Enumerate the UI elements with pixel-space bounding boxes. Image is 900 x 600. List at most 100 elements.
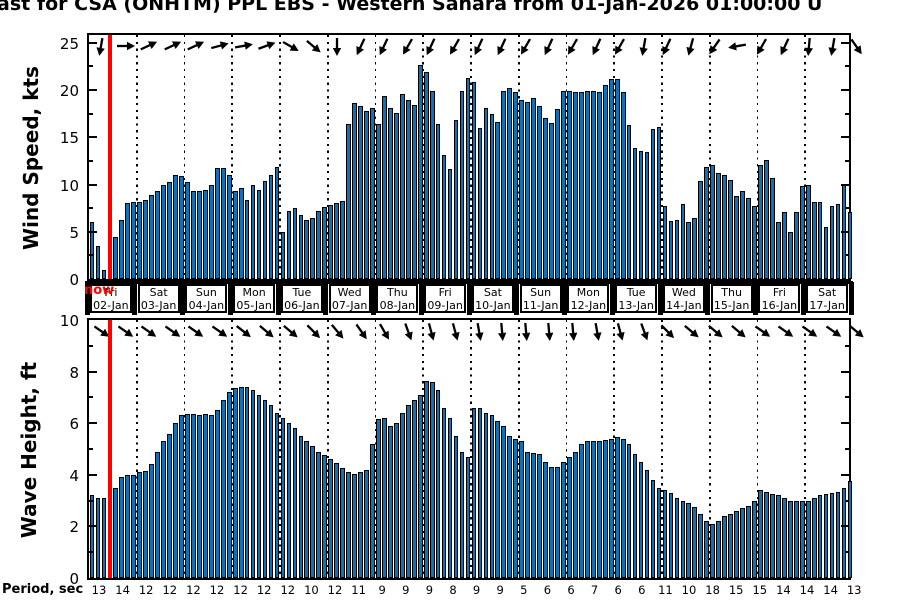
day-gridline	[470, 320, 472, 578]
day-separator-tick	[657, 282, 663, 315]
y-tick-mark	[845, 551, 849, 554]
period-value: 6	[543, 583, 552, 597]
day-weekday: Sat	[483, 286, 502, 299]
bar-wind-speed	[137, 201, 143, 279]
bar-wave-height	[626, 443, 632, 578]
bar-wind-speed	[823, 227, 829, 279]
direction-arrow-icon	[227, 316, 258, 347]
y-tick-mark	[89, 136, 97, 139]
day-weekday: Sat	[818, 286, 837, 299]
bar-wind-speed	[674, 219, 680, 279]
bar-wind-speed	[847, 211, 853, 279]
wind-y-tick-label: 5	[69, 223, 79, 242]
y-tick-mark	[841, 525, 849, 528]
bar-wave-height	[364, 469, 369, 578]
direction-arrow-icon	[275, 31, 305, 61]
direction-arrow-icon	[417, 31, 446, 60]
period-value: 14	[115, 583, 130, 597]
day-weekday: Thu	[721, 286, 742, 299]
direction-arrow-icon	[466, 318, 491, 343]
bar-wind-speed	[316, 211, 322, 279]
bar-wave-height	[561, 461, 566, 578]
bar-wind-speed	[829, 206, 835, 279]
bar-wave-height	[382, 418, 387, 578]
bar-wave-height	[191, 414, 196, 578]
bar-wave-height	[668, 492, 674, 578]
direction-arrow-icon	[607, 318, 634, 345]
bar-wave-height	[650, 479, 656, 578]
bar-wind-speed	[626, 125, 632, 279]
bar-wave-height	[155, 451, 160, 578]
direction-arrow-icon	[841, 31, 872, 62]
bar-wave-height	[280, 418, 286, 578]
direction-arrow-icon	[346, 31, 375, 60]
bar-wind-speed	[573, 91, 578, 279]
bar-wave-height	[835, 491, 841, 578]
bar-wind-speed	[232, 191, 238, 279]
day-date: 09-Jan	[427, 298, 463, 312]
bar-wind-speed	[119, 219, 125, 279]
day-separator-tick	[180, 282, 185, 315]
bar-wave-height	[811, 498, 817, 578]
direction-arrow-icon	[820, 33, 845, 58]
bar-wind-speed	[477, 127, 483, 279]
day-label: Mon 05-Jan	[233, 284, 276, 313]
bar-wave-height	[232, 388, 238, 578]
bar-wind-speed	[256, 190, 262, 279]
day-weekday: Sun	[195, 286, 217, 299]
bar-wind-speed	[376, 124, 381, 279]
day-date: 10-Jan	[475, 298, 511, 312]
day-gridline	[661, 35, 663, 279]
bar-wave-height	[710, 523, 716, 578]
bar-wave-height	[370, 443, 375, 578]
bar-wave-height	[388, 425, 393, 578]
period-value: 18	[705, 583, 720, 597]
bar-wave-height	[441, 407, 447, 578]
period-value: 10	[681, 583, 697, 597]
bar-wave-height	[238, 387, 244, 578]
day-date: 16-Jan	[761, 298, 798, 312]
bar-wind-speed	[155, 191, 160, 279]
bar-wind-speed	[620, 91, 626, 279]
day-gridline	[422, 35, 425, 279]
wave-y-tick-label: 6	[69, 415, 79, 434]
bar-wave-height	[322, 455, 328, 578]
direction-arrow-icon	[817, 316, 848, 347]
bar-wave-height	[525, 451, 530, 578]
direction-arrow-icon	[133, 316, 164, 347]
day-gridline	[231, 35, 234, 279]
bar-wind-speed	[549, 123, 554, 279]
bar-wind-speed	[346, 124, 351, 279]
bar-wind-speed	[113, 236, 119, 279]
period-value: 13	[91, 583, 107, 597]
bar-wave-height	[507, 436, 513, 578]
y-tick-mark	[841, 422, 849, 425]
direction-arrow-icon	[653, 31, 682, 60]
bar-wave-height	[131, 474, 137, 578]
bar-wave-height	[573, 451, 578, 578]
direction-arrow-icon	[488, 31, 517, 60]
bar-wind-speed	[203, 190, 208, 279]
bar-wave-height	[483, 412, 489, 578]
day-gridline	[613, 320, 616, 578]
bar-wind-speed	[525, 102, 530, 279]
direction-arrow-icon	[582, 31, 611, 60]
direction-arrow-icon	[134, 31, 163, 60]
bar-wave-height	[149, 464, 154, 578]
bar-wind-speed	[161, 184, 166, 279]
bar-wind-speed	[304, 219, 310, 279]
direction-arrow-icon	[561, 319, 585, 343]
bar-wind-speed	[561, 91, 566, 279]
direction-arrow-icon	[109, 316, 140, 347]
direction-arrow-icon	[699, 316, 730, 347]
bar-wave-height	[758, 490, 763, 578]
bar-wave-height	[555, 467, 560, 578]
bar-wave-height	[722, 516, 727, 578]
bar-wind-speed	[453, 120, 459, 279]
bar-wave-height	[417, 394, 423, 578]
bar-wind-speed	[101, 269, 107, 279]
bar-wave-height	[519, 441, 525, 578]
day-label: Wed 14-Jan	[662, 284, 705, 313]
bar-wind-speed	[710, 164, 716, 279]
bar-wave-height	[620, 438, 626, 578]
